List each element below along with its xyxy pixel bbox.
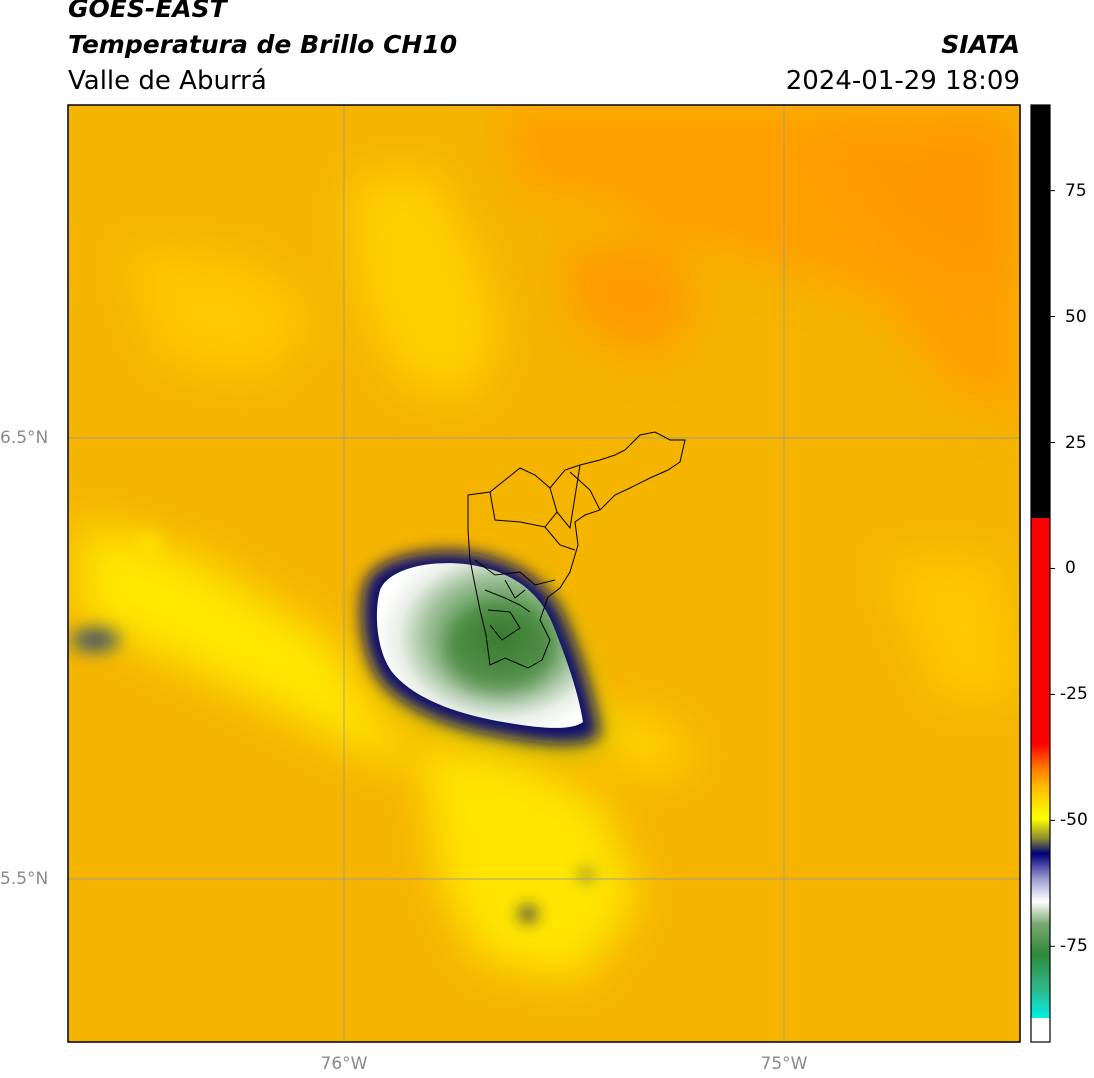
lon-label-76w: 76°W xyxy=(320,1054,368,1074)
convective-cloud xyxy=(361,551,606,754)
product-title: Temperatura de Brillo CH10 xyxy=(68,30,458,59)
colorbar-tick-label: 0 xyxy=(1065,558,1076,579)
colorbar-frame xyxy=(1030,104,1051,1043)
colorbar xyxy=(1030,104,1055,1043)
region-label: Valle de Aburrá xyxy=(68,66,267,96)
colorbar-gradient xyxy=(1031,518,1050,1019)
lat-label-5.5: 5.5°N xyxy=(0,869,49,889)
colorbar-tick-label: 75 xyxy=(1065,180,1087,201)
colorbar-white-segment xyxy=(1031,1018,1050,1042)
cold-spots xyxy=(69,533,593,922)
agency-label: SIATA xyxy=(941,30,1020,59)
colorbar-tick-label: 25 xyxy=(1065,432,1087,453)
colorbar-tick-label: 50 xyxy=(1065,306,1087,327)
colorbar-black-segment xyxy=(1031,105,1050,519)
map-field xyxy=(68,105,1020,1042)
warm-region xyxy=(500,105,1020,420)
lat-label-6.5: 6.5°N xyxy=(0,428,49,448)
lon-label-75w: 75°W xyxy=(760,1054,808,1074)
colorbar-tick-label: -75 xyxy=(1060,936,1088,957)
map-frame xyxy=(67,104,1021,1043)
colorbar-tick-label: -50 xyxy=(1060,810,1088,831)
map-grid xyxy=(68,105,1020,1042)
cool-region xyxy=(80,170,1020,980)
satellite-title: GOES-EAST xyxy=(68,0,227,23)
colorbar-tick-label: -25 xyxy=(1060,684,1088,705)
datetime-label: 2024-01-29 18:09 xyxy=(785,66,1020,96)
municipal-boundaries xyxy=(467,431,686,669)
